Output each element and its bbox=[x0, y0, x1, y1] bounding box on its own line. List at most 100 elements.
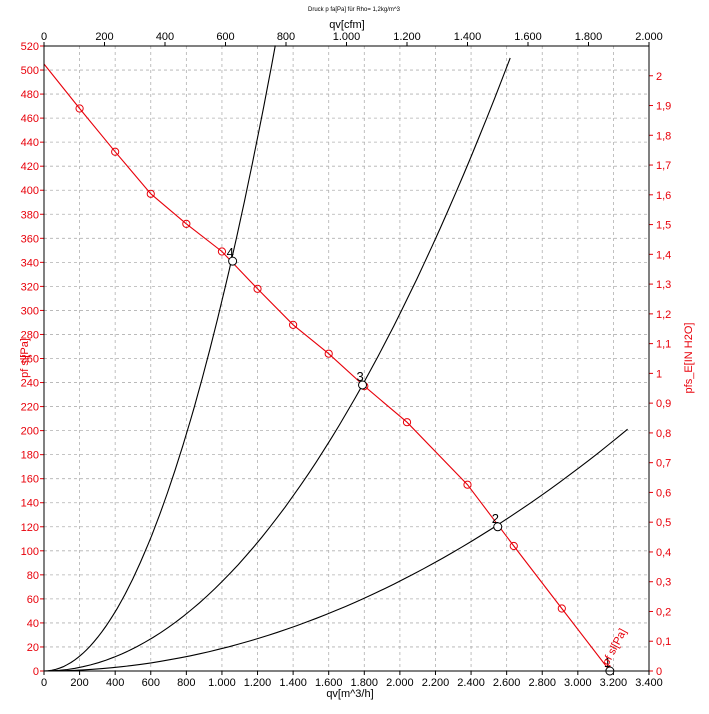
operating-point-label: 2 bbox=[492, 511, 499, 526]
y-left-tick-label: 520 bbox=[21, 41, 39, 53]
fan-curve-marker bbox=[509, 541, 518, 551]
x-top-tick-label: 400 bbox=[156, 31, 174, 43]
y-left-tick-label: 140 bbox=[21, 498, 39, 510]
fan-curve-marker bbox=[289, 320, 298, 329]
y-left-tick-label: 0 bbox=[33, 666, 39, 678]
y-right-tick-label: 1,8 bbox=[656, 130, 671, 142]
y-left-tick-label: 120 bbox=[21, 522, 39, 534]
fan-curve-marker bbox=[146, 189, 155, 198]
y-left-tick-label: 60 bbox=[27, 594, 39, 606]
x-top-tick-label: 600 bbox=[216, 31, 234, 43]
y-left-tick-label: 500 bbox=[21, 65, 39, 77]
x-top-tick-label: 1.800 bbox=[575, 31, 603, 43]
y-left-tick-label: 240 bbox=[21, 378, 39, 390]
y-right-tick-label: 0,6 bbox=[656, 487, 671, 499]
x-top-tick-label: 1.200 bbox=[393, 31, 421, 43]
fan-curve-marker bbox=[75, 104, 84, 113]
operating-point-label: 4 bbox=[227, 245, 234, 260]
y-right-tick-label: 0 bbox=[656, 666, 662, 678]
axis-ticks: 0 200 400 600 800 1.000 1.200 1.400 1.600 1.800 2.… bbox=[21, 31, 672, 689]
x-top-tick-label: 1.400 bbox=[454, 31, 482, 43]
x-bottom-tick-label: 600 bbox=[142, 677, 160, 689]
fan-curve-marker bbox=[402, 418, 412, 427]
y-right-tick-label: 1,3 bbox=[656, 279, 671, 291]
y-right-tick-label: 0,3 bbox=[656, 577, 671, 589]
x-bottom-tick-label: 200 bbox=[70, 677, 88, 689]
x-top-tick-label: 200 bbox=[95, 31, 113, 43]
x-bottom-tick-label: 2.800 bbox=[528, 677, 556, 689]
y-right-tick-label: 0,8 bbox=[656, 428, 671, 440]
x-top-tick-label: 1.000 bbox=[333, 31, 361, 43]
fan-curve-marker bbox=[111, 147, 120, 156]
operating-point-label: 1 bbox=[604, 655, 611, 670]
x-bottom-tick-label: 1.200 bbox=[244, 677, 272, 689]
y-left-tick-label: 220 bbox=[21, 402, 39, 414]
x-top-tick-label: 2.000 bbox=[635, 31, 663, 43]
y-right-tick-label: 0,1 bbox=[656, 636, 671, 648]
y-right-tick-label: 0,7 bbox=[656, 458, 671, 470]
y-left-tick-label: 180 bbox=[21, 450, 39, 462]
y-left-tick-label: 400 bbox=[21, 185, 39, 197]
x-bottom-tick-label: 3.400 bbox=[635, 677, 663, 689]
x-top-tick-label: 1.600 bbox=[514, 31, 542, 43]
fan-curve-marker bbox=[217, 247, 227, 256]
chart-title: Druck p fa[Pa] für Rho= 1,2kg/m^3 bbox=[308, 7, 401, 13]
fan-curve-marker bbox=[463, 480, 472, 489]
y-left-tick-label: 380 bbox=[21, 209, 39, 221]
y-right-tick-label: 1,4 bbox=[656, 249, 671, 261]
operating-point-label: 3 bbox=[357, 369, 364, 384]
operating-point-marker bbox=[358, 380, 368, 390]
y-left-tick-label: 300 bbox=[21, 305, 39, 317]
y-left-tick-label: 280 bbox=[21, 329, 39, 341]
y-left-tick-label: 440 bbox=[21, 137, 39, 149]
y-right-tick-label: 1,2 bbox=[656, 309, 671, 321]
operating-point-marker bbox=[493, 522, 503, 532]
x-top-axis-label: qv[cfm] bbox=[329, 19, 364, 31]
y-left-tick-label: 100 bbox=[21, 546, 39, 558]
fan-curve-marker bbox=[182, 219, 191, 228]
y-left-axis-label: pf sl[Pa] bbox=[19, 338, 31, 378]
fan-curve-marker bbox=[253, 284, 262, 293]
y-left-tick-label: 460 bbox=[21, 113, 39, 125]
x-bottom-tick-label: 1.000 bbox=[208, 677, 236, 689]
x-bottom-tick-label: 2.000 bbox=[386, 677, 414, 689]
y-right-tick-label: 0,2 bbox=[656, 606, 671, 618]
fan-curve-marker bbox=[557, 604, 566, 613]
y-right-tick-label: 1,1 bbox=[656, 339, 671, 351]
y-left-tick-label: 360 bbox=[21, 233, 39, 245]
y-left-tick-label: 20 bbox=[27, 642, 39, 654]
x-bottom-tick-label: 3.000 bbox=[564, 677, 592, 689]
x-bottom-tick-label: 400 bbox=[106, 677, 124, 689]
operating-point-marker bbox=[228, 256, 238, 266]
x-bottom-tick-label: 2.200 bbox=[422, 677, 450, 689]
x-top-tick-label: 800 bbox=[277, 31, 295, 43]
y-right-tick-label: 1,6 bbox=[656, 190, 671, 202]
y-right-tick-label: 1 bbox=[656, 368, 662, 380]
x-top-tick-label: 0 bbox=[41, 31, 47, 43]
y-left-tick-label: 480 bbox=[21, 89, 39, 101]
x-bottom-tick-label: 1.800 bbox=[351, 677, 379, 689]
y-left-tick-label: 80 bbox=[27, 570, 39, 582]
fan-curve bbox=[43, 63, 611, 672]
y-right-tick-label: 1,7 bbox=[656, 160, 671, 172]
y-right-tick-label: 0,4 bbox=[656, 547, 671, 559]
y-right-tick-label: 2 bbox=[656, 71, 662, 83]
x-bottom-tick-label: 1.600 bbox=[315, 677, 343, 689]
x-bottom-tick-label: 0 bbox=[41, 677, 47, 689]
x-bottom-tick-label: 2.600 bbox=[493, 677, 521, 689]
y-right-tick-label: 1,5 bbox=[656, 220, 671, 232]
x-bottom-tick-label: 1.400 bbox=[279, 677, 307, 689]
y-left-tick-label: 420 bbox=[21, 161, 39, 173]
y-left-tick-label: 40 bbox=[27, 618, 39, 630]
y-right-tick-label: 1,9 bbox=[656, 101, 671, 113]
y-left-tick-label: 340 bbox=[21, 257, 39, 269]
x-bottom-tick-label: 3.200 bbox=[600, 677, 628, 689]
system-curve bbox=[43, 428, 628, 672]
y-left-tick-label: 160 bbox=[21, 474, 39, 486]
y-left-tick-label: 260 bbox=[21, 354, 39, 366]
x-bottom-tick-label: 800 bbox=[177, 677, 195, 689]
grid bbox=[43, 45, 650, 672]
